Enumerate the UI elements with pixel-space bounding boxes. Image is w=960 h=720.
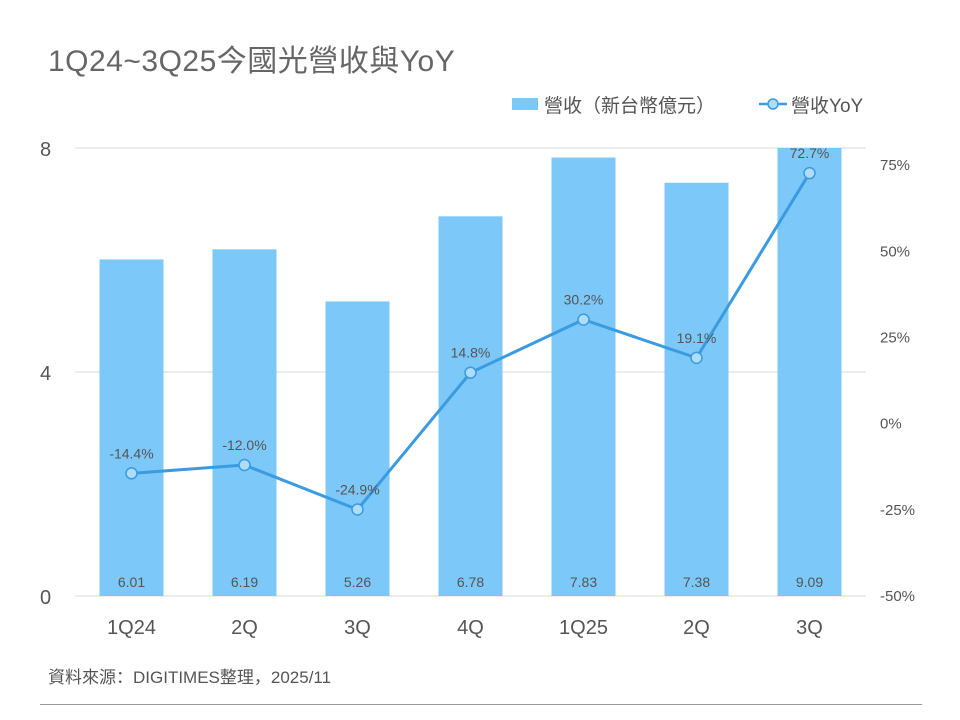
left-axis-tick-label: 4 <box>40 363 51 385</box>
x-axis-tick-label: 3Q <box>344 617 371 639</box>
yoy-point <box>464 366 477 379</box>
left-axis-tick-label: 8 <box>40 139 51 161</box>
bar-value-label: 5.26 <box>344 574 371 590</box>
yoy-point <box>238 458 251 472</box>
yoy-data-label: 30.2% <box>564 292 604 308</box>
yoy-data-label: -24.9% <box>335 482 379 498</box>
x-axis-tick-label: 1Q25 <box>559 617 608 639</box>
yoy-data-label: -14.4% <box>109 445 153 461</box>
bar <box>551 157 616 596</box>
chart-legend: 營收（新台幣億元） 營收YoY <box>512 91 907 118</box>
right-axis-tick-label: -25% <box>880 502 915 519</box>
bar-value-label: 7.83 <box>570 574 597 590</box>
x-axis-tick-label: 3Q <box>796 617 823 639</box>
x-axis-tick-label: 2Q <box>683 617 710 639</box>
bar <box>212 249 277 597</box>
right-axis-tick-label: 25% <box>880 330 910 347</box>
x-axis-tick-label: 4Q <box>457 617 484 639</box>
legend-item-yoy: 營收YoY <box>759 91 863 118</box>
yoy-point <box>577 313 590 326</box>
yoy-point <box>690 351 703 365</box>
bar-value-label: 6.19 <box>231 574 258 590</box>
bar-value-label: 6.01 <box>118 574 145 590</box>
bar-value-label: 9.09 <box>796 574 823 590</box>
bar-value-label: 6.78 <box>457 574 484 590</box>
left-axis-tick-label: 0 <box>40 587 51 609</box>
bar <box>99 259 164 596</box>
yoy-point <box>125 467 138 480</box>
legend-item-revenue: 營收（新台幣億元） <box>512 91 715 118</box>
yoy-data-label: 14.8% <box>451 345 491 361</box>
yoy-data-label: -12.0% <box>222 437 266 453</box>
legend-line-swatch <box>759 97 788 111</box>
legend-label-revenue: 營收（新台幣億元） <box>544 95 716 117</box>
x-axis-tick-label: 1Q24 <box>107 617 156 639</box>
bar <box>325 301 390 596</box>
bar-value-label: 7.38 <box>683 574 710 590</box>
source-note: 資料來源：DIGITIMES整理，2025/11 <box>48 668 332 687</box>
right-axis-tick-label: 50% <box>880 243 910 260</box>
bar <box>664 182 729 596</box>
right-axis-tick-label: -50% <box>880 588 915 605</box>
chart-title: 1Q24~3Q25今國光營收與YoY <box>48 45 456 78</box>
yoy-data-label: 19.1% <box>677 330 717 346</box>
legend-bar-swatch <box>512 98 538 110</box>
chart-plot: 0 4 8 -50% -25% 0% 25% 50% 75% 6.01 6.19 5.26 6.78 7.… <box>40 139 915 639</box>
right-axis-tick-label: 75% <box>880 157 910 174</box>
bar <box>438 216 503 596</box>
footer-divider <box>40 704 922 705</box>
yoy-point <box>803 166 816 180</box>
right-axis-tick-label: 0% <box>880 416 902 433</box>
bar <box>777 148 842 596</box>
legend-label-yoy: 營收YoY <box>791 95 864 117</box>
yoy-point <box>351 503 364 516</box>
yoy-data-label: 72.7% <box>790 145 830 161</box>
x-axis-tick-label: 2Q <box>231 617 258 639</box>
